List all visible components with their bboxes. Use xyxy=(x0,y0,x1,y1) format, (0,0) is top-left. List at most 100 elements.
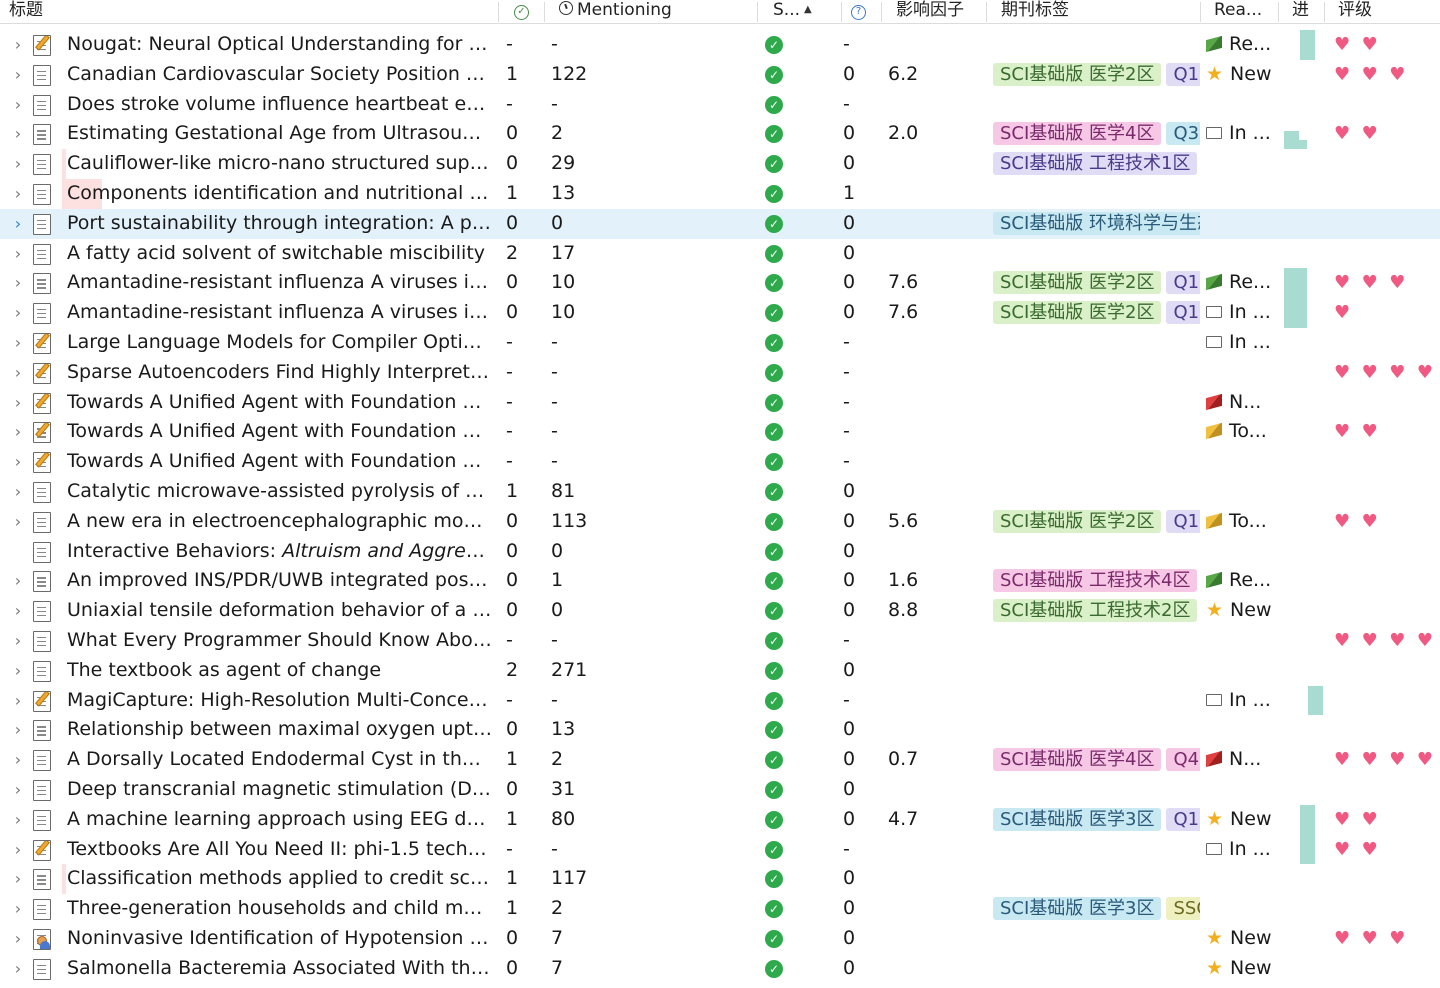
chevron-right-icon[interactable]: › xyxy=(14,94,22,114)
chevron-right-icon[interactable]: › xyxy=(14,64,22,84)
reading-status[interactable]: N... xyxy=(1206,388,1278,418)
heart-icon[interactable]: ♥ xyxy=(1389,927,1417,949)
column-divider[interactable] xyxy=(986,2,987,22)
table-row[interactable]: › Three-generation households and child m… xyxy=(0,894,1440,924)
heart-icon[interactable]: ♥ xyxy=(1334,421,1362,443)
heart-icon[interactable]: ♥ xyxy=(1361,838,1390,860)
heart-icon[interactable]: ♥ xyxy=(1334,510,1362,532)
heart-icon[interactable]: ♥ xyxy=(1416,361,1440,383)
table-row[interactable]: › Components identification and nutrition… xyxy=(0,178,1440,209)
table-row[interactable]: › Classification methods applied to credi… xyxy=(0,864,1440,895)
rating-hearts[interactable]: ♥♥♥ xyxy=(1334,924,1440,954)
column-divider[interactable] xyxy=(1278,2,1279,22)
reading-status[interactable]: ★ New xyxy=(1206,805,1278,835)
heart-icon[interactable]: ♥ xyxy=(1389,361,1417,383)
chevron-right-icon[interactable]: › xyxy=(14,630,22,650)
table-row[interactable]: › Towards A Unified Agent with Foundation… xyxy=(0,447,1440,477)
column-divider[interactable] xyxy=(544,2,545,22)
table-row[interactable]: › Does stroke volume influence heartbeat … xyxy=(0,90,1440,120)
table-row[interactable]: › A Dorsally Located Endodermal Cyst in t… xyxy=(0,745,1440,775)
table-row[interactable]: › Amantadine-resistant influenza A viruse… xyxy=(0,298,1440,328)
rating-hearts[interactable]: ♥♥♥♥ xyxy=(1334,358,1440,388)
column-header-impact-factor[interactable]: 影响因子 xyxy=(896,0,964,20)
table-row[interactable]: Interactive Behaviors: Altruism and Aggr… xyxy=(0,537,1440,567)
chevron-right-icon[interactable]: › xyxy=(14,690,22,710)
table-row[interactable]: › Deep transcranial magnetic stimulation … xyxy=(0,775,1440,805)
heart-icon[interactable]: ♥ xyxy=(1361,629,1390,651)
table-row[interactable]: › Noninvasive Identification of Hypotensi… xyxy=(0,924,1440,954)
table-row[interactable]: › Nougat: Neural Optical Understanding fo… xyxy=(0,30,1440,60)
table-row[interactable]: › Cauliflower-like micro-nano structured … xyxy=(0,149,1440,179)
heart-icon[interactable]: ♥ xyxy=(1334,838,1362,860)
heart-icon[interactable]: ♥ xyxy=(1361,927,1390,949)
chevron-right-icon[interactable]: › xyxy=(14,35,22,54)
chevron-right-icon[interactable]: › xyxy=(14,452,22,472)
reading-status[interactable]: N... xyxy=(1206,745,1278,775)
heart-icon[interactable]: ♥ xyxy=(1361,808,1390,830)
chevron-right-icon[interactable]: › xyxy=(14,750,22,770)
heart-icon[interactable]: ♥ xyxy=(1334,629,1362,651)
reading-status[interactable]: Re... xyxy=(1206,566,1278,596)
heart-icon[interactable]: ♥ xyxy=(1361,361,1390,383)
column-divider[interactable] xyxy=(1200,2,1201,22)
chevron-right-icon[interactable]: › xyxy=(14,958,22,978)
table-row[interactable]: › Salmonella Bacteremia Associated With t… xyxy=(0,954,1440,984)
reading-status[interactable]: Re... xyxy=(1206,30,1278,60)
rating-hearts[interactable]: ♥♥ xyxy=(1334,30,1440,60)
chevron-right-icon[interactable]: › xyxy=(14,124,22,144)
heart-icon[interactable]: ♥ xyxy=(1334,272,1362,294)
chevron-right-icon[interactable]: › xyxy=(14,362,22,382)
table-row[interactable]: › Uniaxial tensile deformation behavior o… xyxy=(0,596,1440,626)
chevron-right-icon[interactable]: › xyxy=(14,243,22,263)
table-row[interactable]: › Estimating Gestational Age from Ultraso… xyxy=(0,119,1440,149)
chevron-right-icon[interactable]: › xyxy=(14,928,22,948)
reading-status[interactable]: In ... xyxy=(1206,686,1278,716)
heart-icon[interactable]: ♥ xyxy=(1361,34,1390,55)
rating-hearts[interactable]: ♥♥♥♥ xyxy=(1334,745,1440,775)
heart-icon[interactable]: ♥ xyxy=(1361,510,1390,532)
table-row[interactable]: › Large Language Models for Compiler Opti… xyxy=(0,328,1440,358)
heart-icon[interactable]: ♥ xyxy=(1389,749,1417,771)
column-header-reading[interactable]: Rea... xyxy=(1214,0,1263,20)
reading-status[interactable]: To... xyxy=(1206,507,1278,537)
heart-icon[interactable]: ♥ xyxy=(1361,63,1390,85)
column-divider[interactable] xyxy=(757,2,758,22)
rating-hearts[interactable]: ♥ xyxy=(1334,298,1440,328)
heart-icon[interactable]: ♥ xyxy=(1416,749,1440,771)
table-row[interactable]: › Catalytic microwave-assisted pyrolysis … xyxy=(0,477,1440,507)
chevron-right-icon[interactable]: › xyxy=(14,601,22,621)
heart-icon[interactable]: ♥ xyxy=(1334,927,1362,949)
heart-icon[interactable]: ♥ xyxy=(1334,123,1362,145)
table-row[interactable]: › An improved INS/PDR/UWB integrated posi… xyxy=(0,566,1440,596)
rating-hearts[interactable]: ♥♥ xyxy=(1334,805,1440,835)
heart-icon[interactable]: ♥ xyxy=(1361,123,1390,145)
heart-icon[interactable]: ♥ xyxy=(1334,34,1362,55)
heart-icon[interactable]: ♥ xyxy=(1334,361,1362,383)
rating-hearts[interactable]: ♥♥♥♥ xyxy=(1334,626,1440,656)
heart-icon[interactable]: ♥ xyxy=(1389,63,1417,85)
chevron-right-icon[interactable]: › xyxy=(14,779,22,799)
chevron-right-icon[interactable]: › xyxy=(14,481,22,501)
reading-status[interactable]: ★ New xyxy=(1206,954,1278,984)
chevron-right-icon[interactable]: › xyxy=(14,183,22,203)
column-header-s[interactable]: S... ▲ xyxy=(773,0,812,20)
table-row[interactable]: › Relationship between maximal oxygen upt… xyxy=(0,715,1440,745)
table-row[interactable]: › Amantadine-resistant influenza A viruse… xyxy=(0,268,1440,298)
heart-icon[interactable]: ♥ xyxy=(1389,272,1417,294)
table-row[interactable]: › Towards A Unified Agent with Foundation… xyxy=(0,417,1440,447)
chevron-right-icon[interactable]: › xyxy=(14,303,22,323)
reading-status[interactable]: ★ New xyxy=(1206,924,1278,954)
column-header-help[interactable]: ? xyxy=(843,0,881,24)
rating-hearts[interactable]: ♥♥ xyxy=(1334,835,1440,865)
chevron-right-icon[interactable]: › xyxy=(14,869,22,889)
heart-icon[interactable]: ♥ xyxy=(1361,749,1390,771)
table-row[interactable]: › Port sustainability through integration… xyxy=(0,208,1440,239)
heart-icon[interactable]: ♥ xyxy=(1334,749,1362,771)
column-header-progress[interactable]: 进 xyxy=(1292,0,1309,20)
reading-status[interactable]: ★ New xyxy=(1206,60,1278,90)
column-header-journal-tags[interactable]: 期刊标签 xyxy=(1001,0,1069,20)
reading-status[interactable]: In ... xyxy=(1206,328,1278,358)
chevron-right-icon[interactable]: › xyxy=(14,213,22,233)
reading-status[interactable]: To... xyxy=(1206,417,1278,447)
column-header-mentioning[interactable]: Mentioning xyxy=(551,0,757,24)
